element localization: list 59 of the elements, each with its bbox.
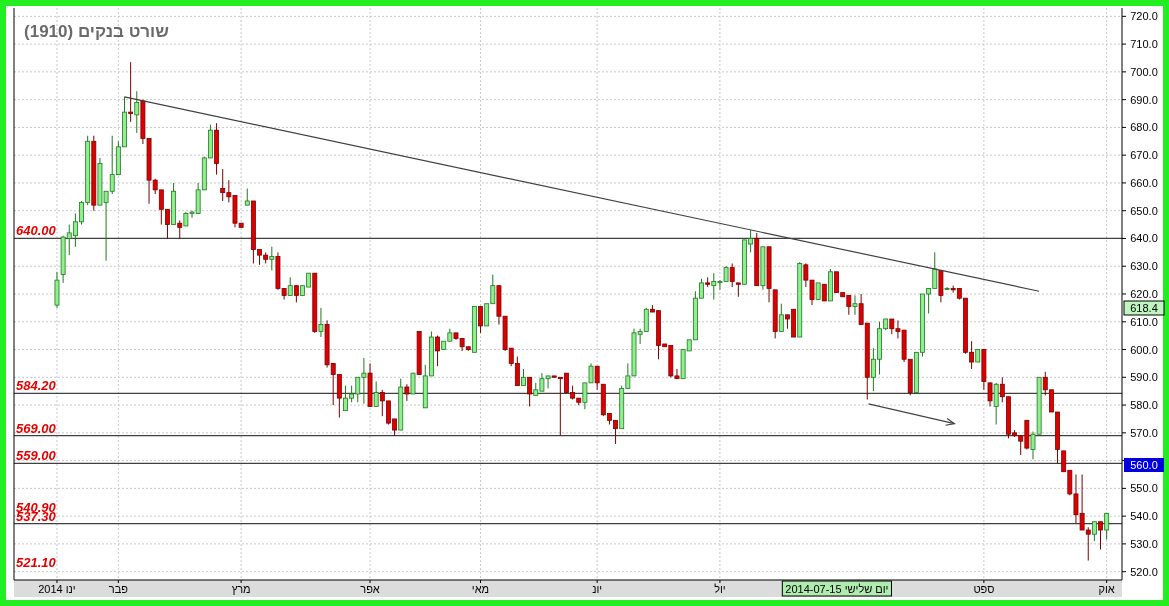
x-tick-label: ספט (973, 583, 995, 595)
candlestick (729, 262, 735, 288)
text: 618.4 (1130, 302, 1158, 314)
ref-line-label: 640.00 (16, 223, 57, 239)
text: 2014-07-15 יום שלישי (785, 583, 889, 595)
y-tick-label: 650.0 (1130, 204, 1158, 217)
candlestick (1098, 521, 1103, 550)
y-tick-label: 600.0 (1130, 343, 1158, 356)
candlestick (778, 303, 784, 332)
x-tick-label: אפר (360, 583, 380, 595)
y-tick-label: 700.0 (1130, 65, 1158, 78)
y-tick-label: 610.0 (1130, 315, 1158, 328)
y-tick-label: 640.0 (1130, 232, 1158, 245)
candlestick (594, 365, 600, 391)
annotation: 521.10 (16, 555, 57, 570)
y-tick-label: 550.0 (1130, 482, 1158, 495)
candlestick (1091, 521, 1097, 542)
candlestick (410, 372, 416, 395)
y-tick-label: 590.0 (1130, 371, 1158, 384)
y-tick-label: 520.0 (1130, 565, 1158, 578)
y-tick-label: 690.0 (1130, 93, 1158, 106)
text: 560.0 (1130, 459, 1158, 471)
x-tick-label: יונ (592, 583, 603, 595)
candlestick (134, 90, 140, 134)
text: שורט בנקים (1910) (24, 22, 170, 41)
y-tick-label: 540.0 (1130, 510, 1158, 523)
candlestick (527, 376, 533, 407)
x-tick-label: 2014 ינו (38, 583, 76, 595)
candlestick (287, 276, 293, 296)
x-tick-label: מאי (471, 583, 490, 595)
ref-line-label: 559.00 (16, 448, 57, 464)
candlestick (128, 61, 134, 123)
x-tick-label: אוק (1098, 583, 1115, 595)
y-tick-label: 530.0 (1130, 537, 1158, 550)
y-tick-label: 630.0 (1130, 260, 1158, 273)
y-tick-label: 620.0 (1130, 288, 1158, 300)
y-tick-label: 570.0 (1130, 426, 1158, 439)
y-tick-label: 660.0 (1130, 176, 1158, 189)
x-tick-label: מרץ (231, 583, 251, 595)
y-tick-label: 720.0 (1130, 10, 1158, 23)
candlestick (318, 307, 324, 338)
candlestick (852, 294, 858, 316)
candlestick (269, 246, 275, 271)
ref-line-label: 584.20 (16, 378, 57, 394)
x-tick-label: יול (714, 583, 726, 595)
y-tick-label: 580.0 (1130, 399, 1158, 412)
candlestick (1104, 512, 1110, 541)
candlestick (404, 383, 410, 402)
candlestick (435, 335, 440, 367)
candlestick (373, 380, 379, 407)
x-tick-label: פבר (108, 583, 129, 595)
ref-line-label: 569.00 (16, 420, 57, 436)
y-tick-label: 710.0 (1130, 38, 1158, 51)
y-tick-label: 680.0 (1130, 121, 1158, 134)
candlestick (478, 306, 483, 334)
candlestick (177, 219, 183, 239)
candlestick (993, 382, 999, 425)
y-tick-label: 670.0 (1130, 149, 1158, 162)
candlestick (987, 382, 993, 407)
